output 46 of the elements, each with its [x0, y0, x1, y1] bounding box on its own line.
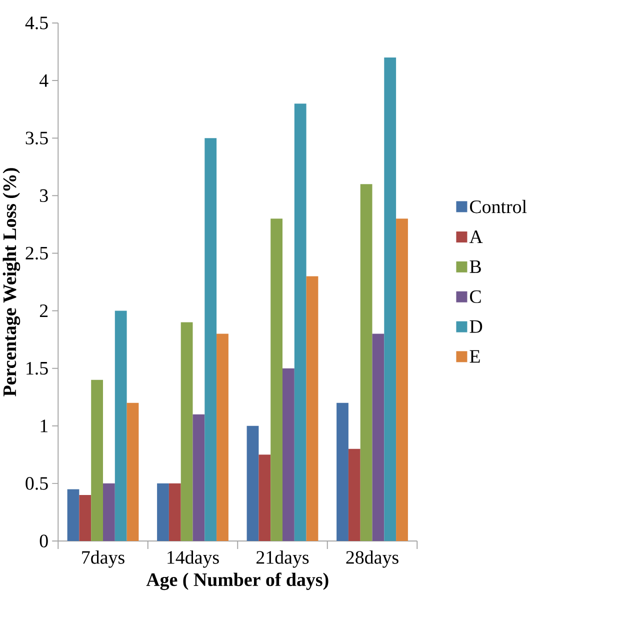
- x-tick-label: 14days: [168, 550, 219, 568]
- y-tick-label: 2: [40, 304, 48, 318]
- bar: [79, 494, 92, 541]
- x-axis-title: Age ( Number of days): [146, 572, 328, 590]
- bar: [384, 58, 396, 541]
- legend-label: A: [469, 230, 483, 243]
- x-tick-label: 28days: [346, 550, 398, 568]
- bar: [270, 218, 282, 541]
- y-tick-label: 1.5: [26, 362, 48, 375]
- legend-label: Control: [470, 200, 527, 214]
- bar: [306, 276, 318, 541]
- bar: [180, 322, 193, 541]
- bar: [360, 184, 372, 541]
- x-tick-label: 21days: [256, 550, 309, 568]
- bar: [372, 334, 384, 541]
- y-tick-label: 4.5: [25, 16, 48, 30]
- bar: [126, 402, 139, 541]
- y-tick-label: 1: [40, 420, 48, 432]
- bar: [294, 104, 306, 541]
- y-tick-label: 0.5: [26, 477, 48, 490]
- bar: [336, 402, 348, 541]
- bar: [168, 483, 181, 541]
- legend-label: D: [470, 320, 482, 333]
- y-tick-label: 0: [40, 534, 48, 548]
- y-axis-title: Percentage Weight Loss (%): [2, 168, 20, 396]
- y-tick-label: 3.5: [26, 132, 48, 144]
- bar: [396, 218, 408, 541]
- bar: [103, 483, 115, 541]
- x-tick-label: 7days: [82, 550, 124, 568]
- y-tick-label: 3: [40, 189, 48, 202]
- bar: [157, 483, 169, 541]
- bar: [216, 334, 228, 541]
- bar: [114, 310, 127, 541]
- bar: [204, 138, 217, 541]
- legend-label: B: [470, 260, 481, 273]
- bar: [246, 426, 259, 541]
- bar: [67, 489, 80, 541]
- y-tick-label: 2.5: [26, 246, 48, 260]
- y-tick-label: 4: [40, 74, 48, 87]
- bar: [282, 368, 294, 541]
- bar: [348, 448, 360, 541]
- bar: [192, 414, 205, 541]
- legend-label: C: [470, 290, 481, 304]
- bar: [258, 454, 271, 541]
- bar: [91, 380, 103, 541]
- legend-label: E: [470, 350, 480, 363]
